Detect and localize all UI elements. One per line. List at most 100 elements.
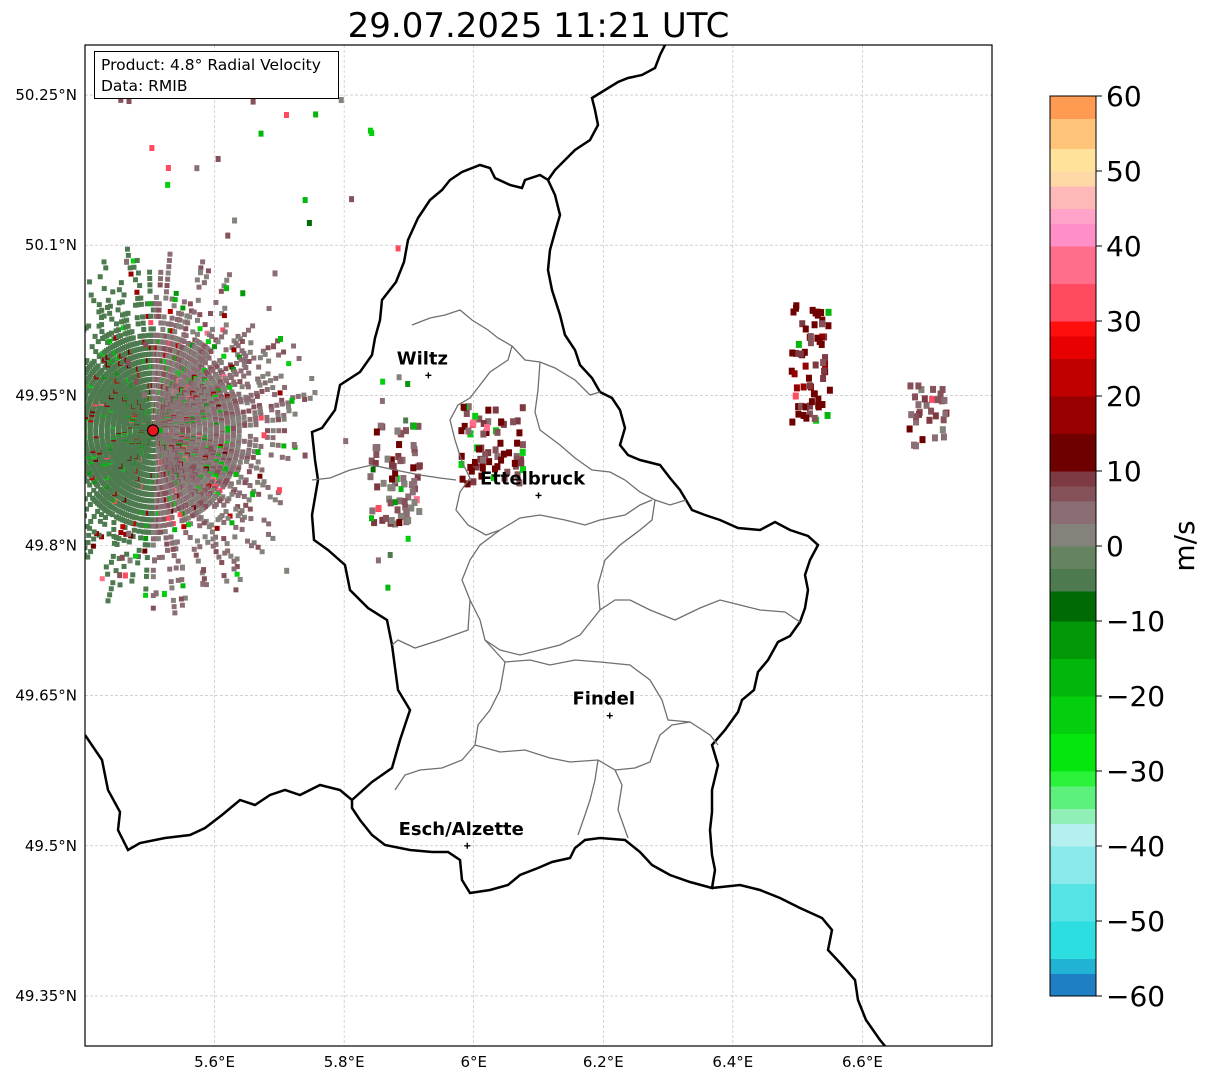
radar-echo-bin [41,461,46,466]
colorbar-segment [1050,696,1096,734]
radar-echo-bin [62,472,67,477]
radar-echo-bin [193,552,199,558]
radar-echo-bin [165,276,171,282]
radar-echo-bin [290,395,296,401]
radar-echo-bin [201,280,207,286]
radar-echo-bin [166,257,172,263]
radar-echo-bin [13,517,18,522]
radar-echo-bin [461,422,468,430]
radar-echo-bin [814,334,821,342]
radar-echo-bin [313,111,319,118]
radar-echo-bin [72,444,77,449]
product-label: Product: 4.8° Radial Velocity [101,56,321,74]
radar-echo-bin [180,583,186,589]
radar-echo-bin [937,390,944,398]
colorbar-segment [1050,358,1096,397]
radar-echo-bin [67,450,72,455]
radar-echo-bin [96,309,102,315]
radar-echo-bin [54,423,59,428]
radar-echo-bin [103,265,109,271]
radar-echo-bin [237,577,243,583]
radar-echo-bin [120,524,126,530]
radar-echo-bin [71,312,76,317]
radar-echo-bin [150,567,156,573]
radar-echo-bin [368,457,375,465]
radar-echo-bin [185,320,191,326]
radar-echo-bin [48,425,53,430]
radar-echo-bin [237,379,243,385]
radar-echo-bin [214,525,220,531]
radar-echo-bin [76,476,81,481]
radar-echo-bin [65,438,70,443]
luxembourg-country-border [310,163,820,895]
colorbar-unit-label: m/s [1168,520,1201,571]
radar-echo-bin [375,557,381,564]
radar-echo-bin [167,566,173,572]
radar-echo-bin [27,379,32,384]
radar-echo-bin [67,448,72,453]
radar-echo-bin [169,540,175,546]
radar-echo-bin [230,425,236,431]
radar-echo-bin [242,357,248,364]
product-info-box: Product: 4.8° Radial Velocity Data: RMIB [94,51,339,99]
radar-echo-bin [70,460,75,465]
radar-echo-bin [170,597,176,603]
radar-echo-bin [172,610,178,616]
radar-echo-bin [72,377,77,382]
radar-echo-bin [141,529,147,535]
radar-echo-bin [174,316,180,322]
radar-echo-bin [130,335,136,341]
radar-echo-bin [805,374,812,382]
radar-echo-bin [27,349,32,354]
radar-echo-bin [147,282,153,288]
radar-echo-bin [284,567,290,574]
radar-echo-bin [101,313,107,319]
radar-echo-bin [245,395,251,402]
radar-echo-bin [163,295,169,301]
radar-echo-bin [276,352,282,358]
radar-echo-bin [113,514,119,520]
radar-echo-bin [221,313,227,319]
radar-echo-bin [78,445,83,450]
radar-echo-bin [49,443,54,448]
radar-echo-bin [915,401,922,409]
radar-echo-bin [85,392,89,398]
radar-echo-bin [121,292,127,298]
radar-echo-bin [70,380,75,385]
radar-echo-bin [513,455,520,463]
colorbar-segment [1050,823,1096,847]
radar-echo-bin [209,529,215,535]
radar-echo-bin [239,348,245,354]
radar-echo-bin [118,530,124,536]
colorbar-segment [1050,501,1096,524]
radar-echo-bin [68,350,73,355]
colorbar-segment [1050,486,1096,502]
radar-echo-bin [124,551,130,557]
radar-echo-bin [148,320,154,326]
radar-echo-bin [392,469,399,477]
radar-echo-bin [798,402,805,410]
radar-echo-bin [253,422,259,428]
radar-echo-bin [155,536,161,542]
radar-echo-bin [224,378,230,384]
radar-echo-bin [231,347,237,353]
radar-echo-bin [77,441,82,446]
radar-echo-bin [216,554,222,560]
map-frame [84,44,993,1047]
radar-echo-bin [241,438,247,444]
radar-echo-bin [236,354,242,360]
radar-echo-bin [20,436,25,441]
radar-echo-bin [212,503,218,509]
radar-echo-bin [807,333,814,341]
radar-echo-bin [48,434,53,439]
radar-echo-bin [247,433,253,439]
radar-echo-bin [292,411,298,417]
radar-echo-bin [20,428,25,433]
radar-echo-bin [238,474,244,480]
radar-echo-bin [45,477,50,482]
radar-echo-bin [245,453,251,459]
radar-echo-bin [78,464,83,469]
radar-echo-bin [492,406,499,414]
radar-echoes [13,96,950,616]
